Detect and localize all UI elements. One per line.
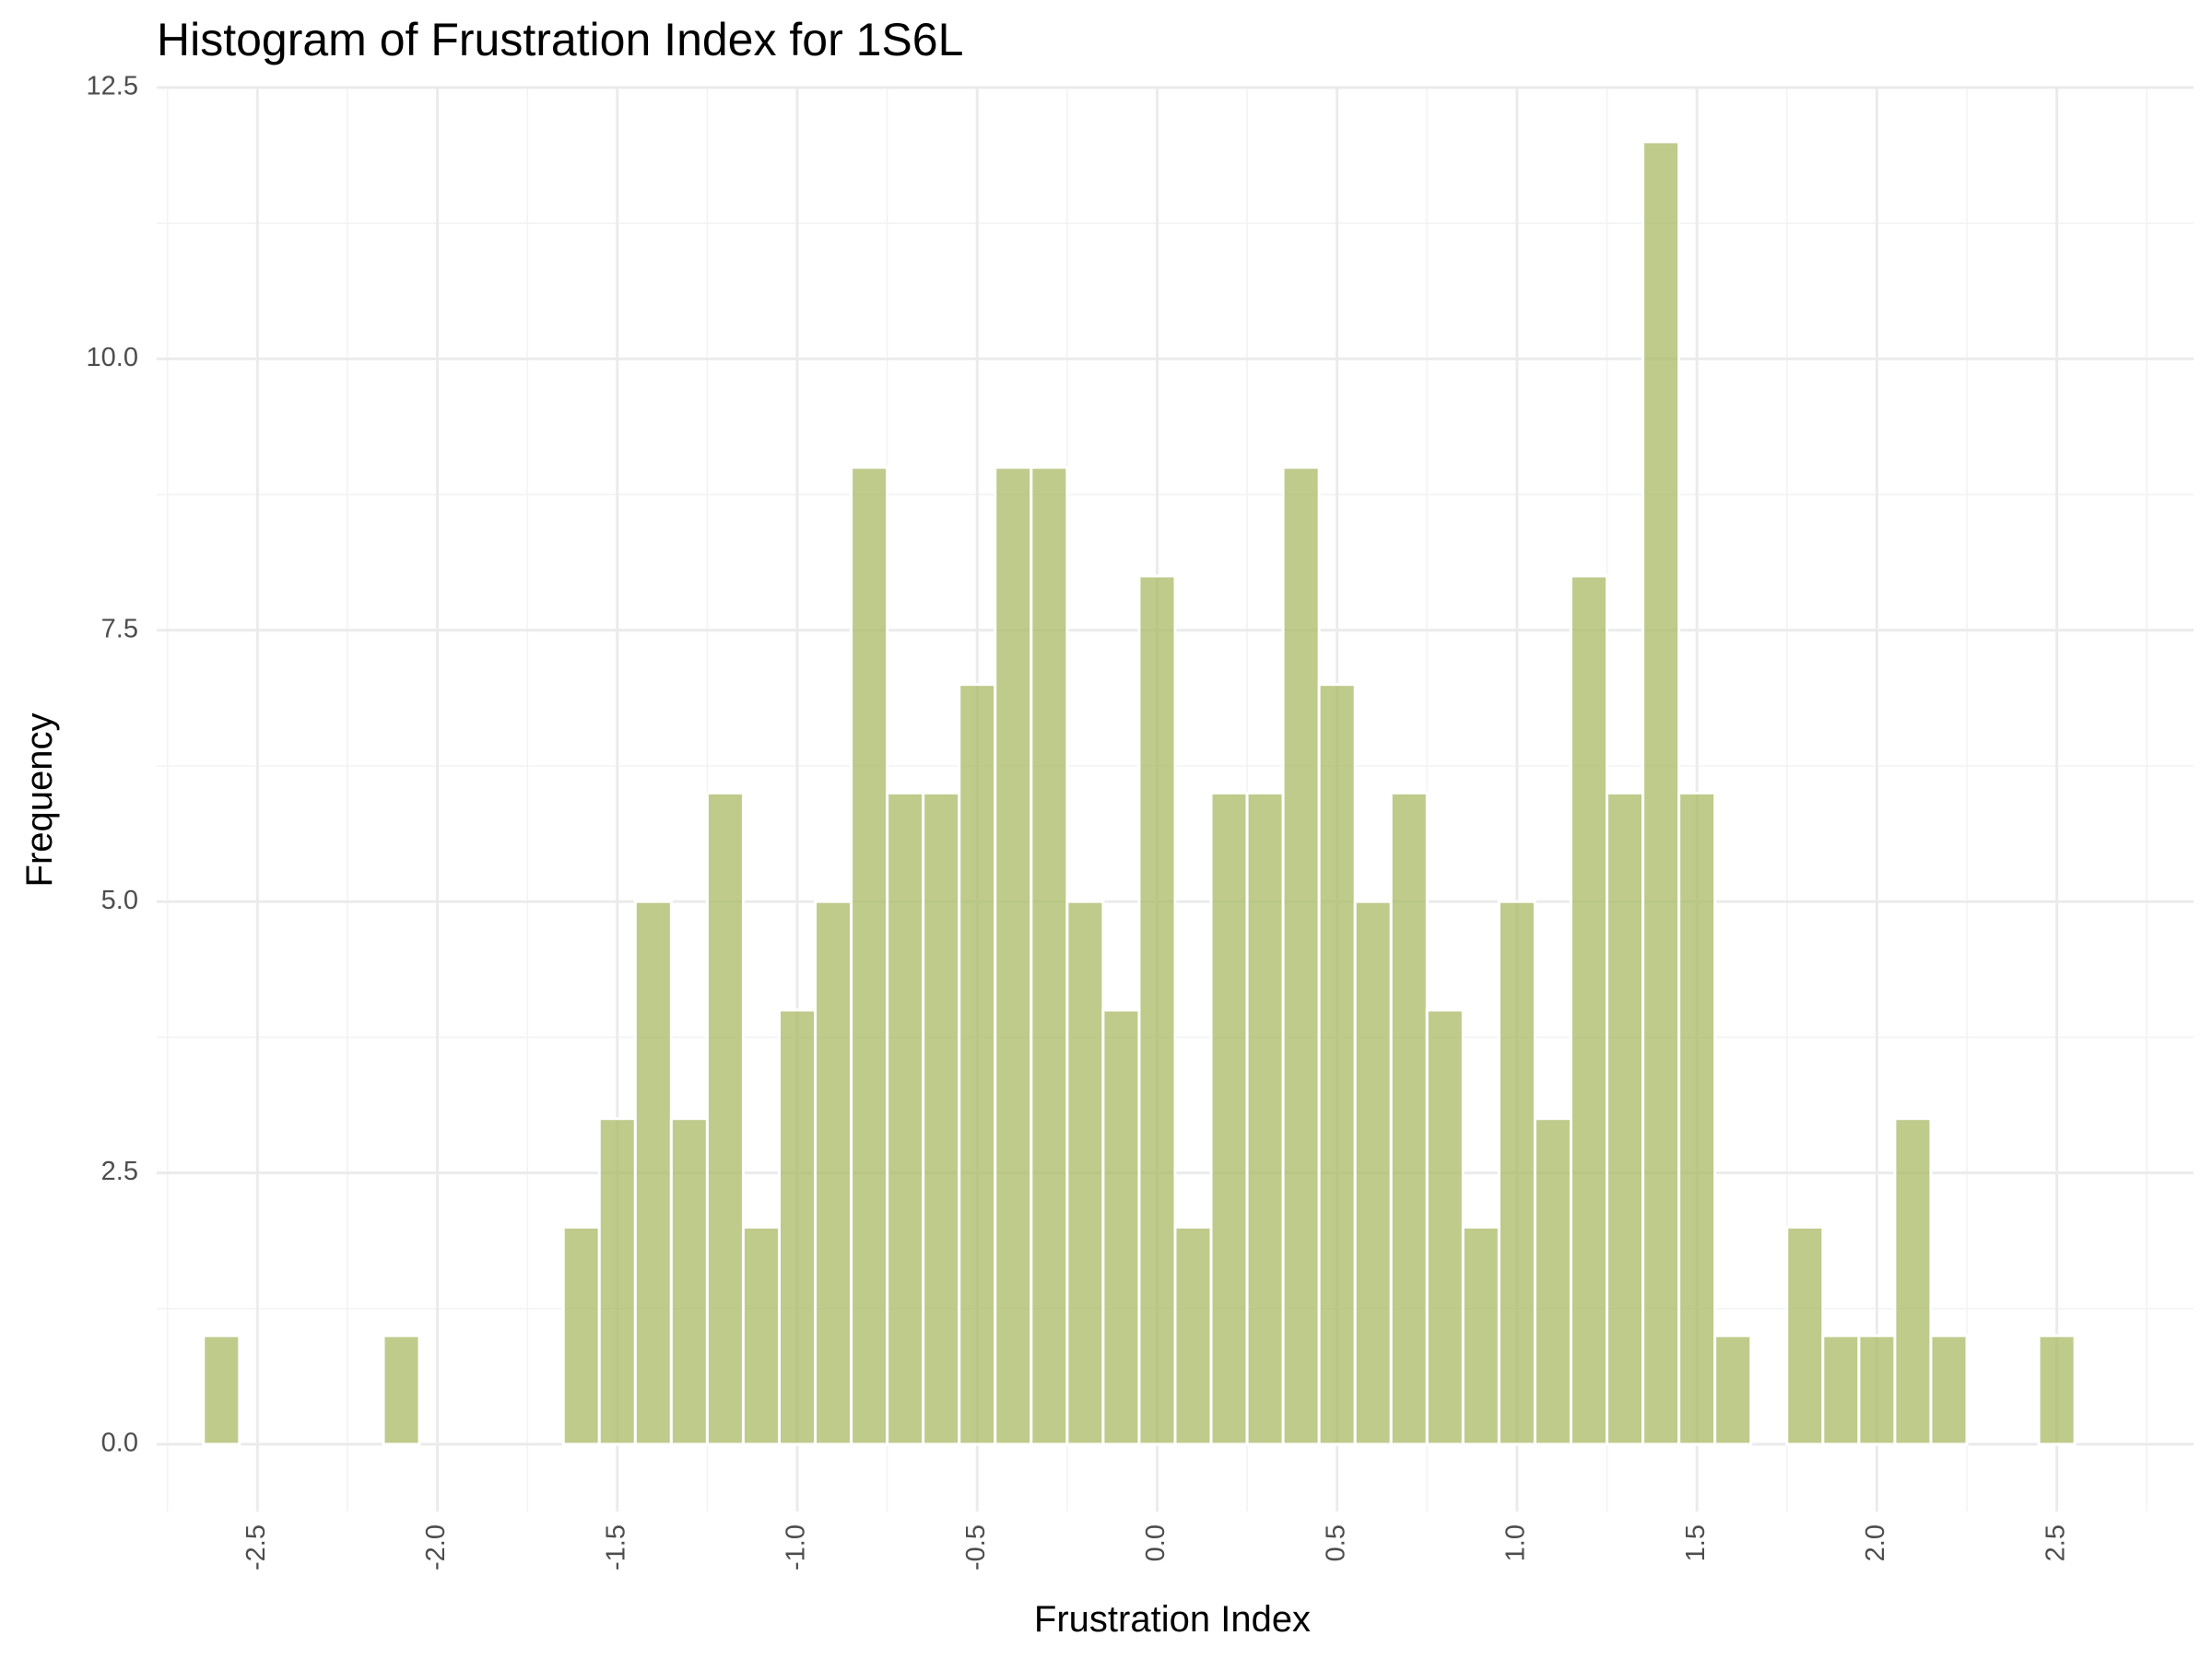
histogram-bar	[2037, 1334, 2077, 1446]
histogram-bar	[886, 791, 925, 1446]
histogram-bar	[1173, 1225, 1213, 1446]
histogram-bar	[1209, 791, 1249, 1446]
x-tick-label: 1.0	[1501, 1524, 1531, 1561]
histogram-bar	[1317, 683, 1357, 1446]
histogram-bar	[597, 1117, 637, 1446]
histogram-bar	[202, 1334, 241, 1446]
x-tick-label: 2.5	[2041, 1524, 2070, 1561]
histogram-bar	[1461, 1225, 1500, 1446]
histogram-bar	[1425, 1008, 1465, 1446]
x-tick-label: -2.0	[421, 1524, 451, 1571]
y-tick-label: 2.5	[101, 1157, 138, 1186]
histogram-bar	[633, 900, 673, 1446]
histogram-bar	[1497, 900, 1536, 1446]
x-tick-label: 0.0	[1141, 1524, 1171, 1561]
histogram-bar	[1389, 791, 1429, 1446]
x-tick-label: 0.5	[1321, 1524, 1350, 1561]
y-tick-label: 7.5	[101, 614, 138, 643]
histogram-bar	[814, 900, 853, 1446]
histogram-bar	[1677, 791, 1717, 1446]
y-tick-label: 0.0	[101, 1429, 138, 1458]
histogram-bar	[1785, 1225, 1825, 1446]
histogram-bar	[922, 791, 961, 1446]
x-tick-label: -1.0	[782, 1524, 811, 1571]
histogram-bar	[382, 1334, 421, 1446]
histogram-bar	[1030, 465, 1069, 1446]
histogram-bar	[1606, 791, 1645, 1446]
histogram-bars	[202, 140, 2077, 1446]
histogram-bar	[1533, 1117, 1573, 1446]
histogram-bar	[994, 465, 1033, 1446]
x-axis-title: Frustration Index	[1034, 1599, 1311, 1640]
x-tick-label: 2.0	[1861, 1524, 1890, 1561]
y-axis-title: Frequency	[19, 713, 60, 888]
y-tick-label: 12.5	[87, 72, 138, 101]
histogram-bar	[850, 465, 889, 1446]
x-tick-label: -0.5	[961, 1524, 991, 1571]
histogram-bar	[1353, 900, 1393, 1446]
x-tick-label: -2.5	[241, 1524, 271, 1571]
histogram-bar	[1570, 574, 1609, 1446]
y-tick-label: 5.0	[101, 886, 138, 915]
histogram-bar	[1281, 465, 1321, 1446]
x-tick-label: -1.5	[601, 1524, 630, 1571]
histogram-bar	[958, 683, 997, 1446]
y-tick-label: 10.0	[87, 343, 138, 372]
chart-title: Histogram of Frustration Index for 1S6L	[157, 14, 963, 65]
histogram-bar	[561, 1225, 601, 1446]
histogram-bar	[1893, 1117, 1933, 1446]
histogram-bar	[741, 1225, 781, 1446]
histogram-bar	[1065, 900, 1105, 1446]
histogram-bar	[1245, 791, 1285, 1446]
y-axis-ticks: 0.0 2.5 5.0 7.5 10.0 12.5	[87, 72, 138, 1458]
histogram-bar	[1821, 1334, 1861, 1446]
histogram-bar	[1641, 140, 1681, 1446]
histogram-bar	[777, 1008, 818, 1446]
histogram-bar	[1101, 1008, 1141, 1446]
x-tick-label: 1.5	[1681, 1524, 1711, 1561]
histogram-bar	[1929, 1334, 1969, 1446]
histogram-bar	[1713, 1334, 1753, 1446]
histogram-bar	[1137, 574, 1177, 1446]
histogram-bar	[1857, 1334, 1897, 1446]
x-axis-ticks: -2.5 -2.0 -1.5 -1.0 -0.5 0.0 0.5 1.0 1.5 2.0 2.5	[241, 1524, 2070, 1571]
histogram-bar	[669, 1117, 709, 1446]
histogram-bar	[705, 791, 745, 1446]
